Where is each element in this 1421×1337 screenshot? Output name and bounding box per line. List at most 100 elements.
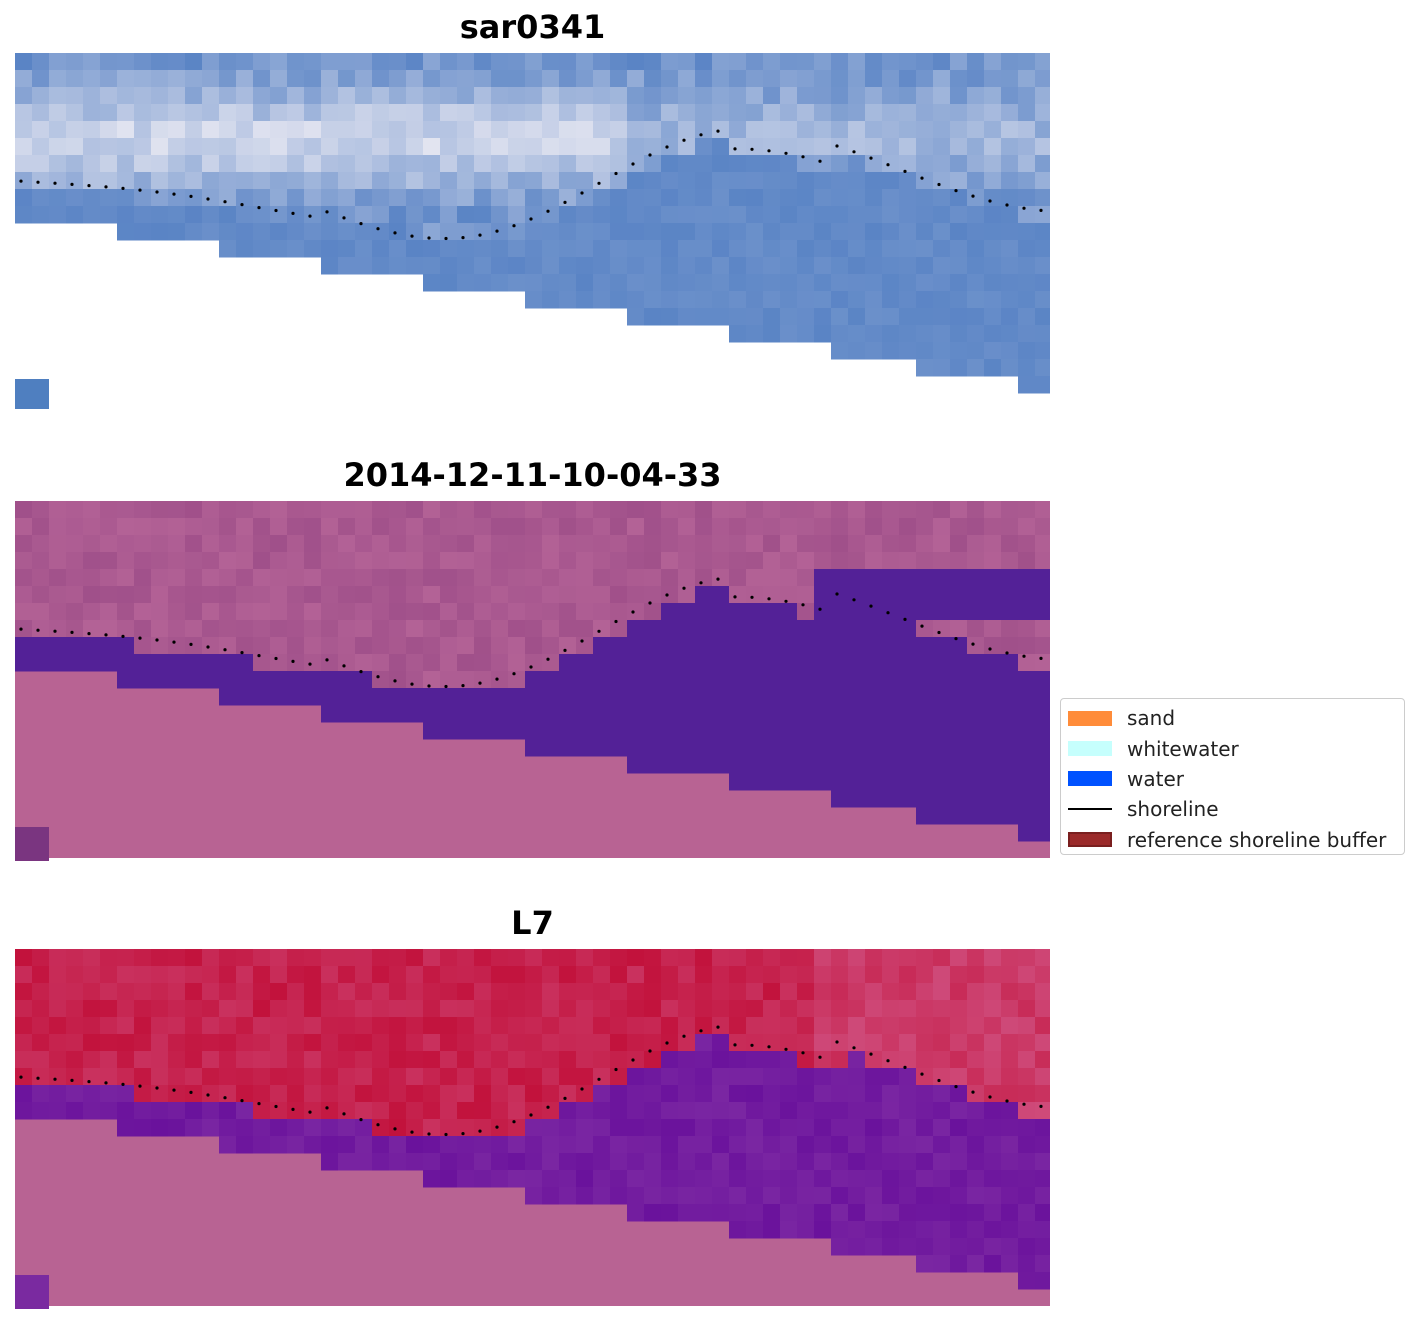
raster-cell	[457, 240, 475, 258]
raster-cell	[372, 257, 390, 275]
raster-cell	[338, 501, 356, 519]
raster-cell	[321, 1153, 339, 1171]
raster-cell	[542, 1085, 560, 1103]
raster-cell	[185, 1034, 203, 1052]
raster-cell	[865, 240, 883, 258]
raster-cell	[66, 949, 84, 967]
raster-cell	[559, 206, 577, 224]
raster-cell	[848, 155, 866, 173]
raster-cell	[151, 1017, 169, 1035]
raster-cell	[1018, 705, 1036, 723]
raster-cell	[865, 790, 883, 808]
raster-cell	[984, 773, 1002, 791]
raster-cell	[1001, 1000, 1019, 1018]
raster-cell	[491, 1034, 509, 1052]
raster-cell	[542, 104, 560, 122]
raster-cell	[1018, 1221, 1036, 1239]
shoreline-dot	[801, 603, 805, 607]
raster-cell	[1018, 966, 1036, 984]
raster-cell	[627, 172, 645, 190]
raster-cell	[661, 1187, 679, 1205]
raster-cell	[865, 1170, 883, 1188]
raster-cell	[780, 518, 798, 536]
shoreline-dot	[767, 149, 771, 153]
raster-cell	[593, 1187, 611, 1205]
raster-cell	[899, 206, 917, 224]
raster-cell	[712, 223, 730, 241]
raster-cell	[610, 223, 628, 241]
shoreline-dot	[206, 645, 210, 649]
shoreline-dot	[1005, 203, 1009, 207]
shoreline-dot	[580, 639, 584, 643]
raster-cell	[848, 790, 866, 808]
raster-cell	[66, 87, 84, 105]
raster-cell	[270, 501, 288, 519]
raster-cell	[984, 756, 1002, 774]
raster-cell	[168, 1119, 186, 1137]
raster-cell	[338, 1000, 356, 1018]
raster-cell	[100, 1085, 118, 1103]
raster-cell	[219, 138, 237, 156]
raster-cell	[440, 138, 458, 156]
raster-cell	[729, 1102, 747, 1120]
raster-cell	[134, 518, 152, 536]
raster-cell	[865, 722, 883, 740]
raster-cell	[168, 552, 186, 570]
raster-cell	[933, 325, 951, 343]
raster-cell	[559, 121, 577, 139]
raster-cell	[712, 1119, 730, 1137]
raster-cell	[1001, 1153, 1019, 1171]
raster-cell	[814, 722, 832, 740]
raster-cell	[423, 949, 441, 967]
raster-cell	[661, 1153, 679, 1171]
raster-cell	[678, 121, 696, 139]
raster-cell	[712, 501, 730, 519]
raster-cell	[916, 790, 934, 808]
raster-cell	[117, 535, 135, 553]
raster-cell	[236, 637, 254, 655]
raster-cell	[1018, 773, 1036, 791]
raster-cell	[950, 274, 968, 292]
raster-cell	[712, 53, 730, 71]
raster-cell	[338, 983, 356, 1001]
raster-cell	[882, 274, 900, 292]
raster-cell	[933, 1170, 951, 1188]
raster-cell	[729, 501, 747, 519]
raster-cell	[202, 172, 220, 190]
raster-cell	[780, 189, 798, 207]
raster-cell	[678, 1153, 696, 1171]
raster-cell	[950, 1085, 968, 1103]
raster-cell	[678, 1085, 696, 1103]
raster-cell	[678, 569, 696, 587]
raster-cell	[763, 569, 781, 587]
raster-cell	[780, 1119, 798, 1137]
raster-cell	[423, 87, 441, 105]
raster-cell	[661, 671, 679, 689]
raster-cell	[525, 291, 543, 309]
raster-cell	[559, 620, 577, 638]
raster-cell	[695, 688, 713, 706]
raster-cell	[882, 104, 900, 122]
raster-cell	[321, 223, 339, 241]
raster-cell	[627, 569, 645, 587]
raster-cell	[525, 1153, 543, 1171]
raster-cell	[236, 983, 254, 1001]
raster-cell	[508, 172, 526, 190]
raster-cell	[508, 138, 526, 156]
raster-cell	[967, 586, 985, 604]
raster-cell	[916, 569, 934, 587]
shoreline-dot	[274, 208, 278, 213]
raster-cell	[916, 1153, 934, 1171]
raster-cell	[644, 223, 662, 241]
raster-cell	[270, 87, 288, 105]
raster-cell	[15, 138, 33, 156]
raster-cell	[457, 1017, 475, 1035]
raster-cell	[117, 138, 135, 156]
raster-cell	[576, 1000, 594, 1018]
shoreline-dot	[699, 1029, 703, 1033]
shoreline-dot	[1039, 208, 1043, 212]
raster-cell	[287, 637, 305, 655]
raster-cell	[457, 518, 475, 536]
raster-cell	[304, 518, 322, 536]
raster-cell	[746, 1153, 764, 1171]
